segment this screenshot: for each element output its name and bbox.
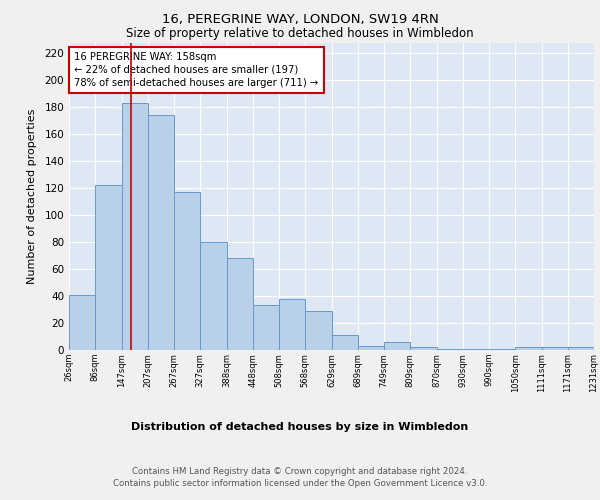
- Bar: [69, 294, 95, 350]
- Text: 16 PEREGRINE WAY: 158sqm
← 22% of detached houses are smaller (197)
78% of semi-: 16 PEREGRINE WAY: 158sqm ← 22% of detach…: [74, 52, 319, 88]
- Bar: [279, 298, 305, 350]
- Bar: [253, 306, 279, 350]
- Text: Size of property relative to detached houses in Wimbledon: Size of property relative to detached ho…: [126, 28, 474, 40]
- Text: Contains public sector information licensed under the Open Government Licence v3: Contains public sector information licen…: [113, 479, 487, 488]
- Bar: [358, 346, 384, 350]
- Bar: [174, 192, 200, 350]
- Bar: [437, 348, 463, 350]
- Text: Contains HM Land Registry data © Crown copyright and database right 2024.: Contains HM Land Registry data © Crown c…: [132, 468, 468, 476]
- Bar: [95, 186, 121, 350]
- Bar: [463, 348, 489, 350]
- Bar: [305, 311, 331, 350]
- Text: 16, PEREGRINE WAY, LONDON, SW19 4RN: 16, PEREGRINE WAY, LONDON, SW19 4RN: [161, 12, 439, 26]
- Bar: [200, 242, 227, 350]
- Bar: [489, 348, 515, 350]
- Bar: [568, 348, 594, 350]
- Bar: [148, 116, 174, 350]
- Bar: [384, 342, 410, 350]
- Text: Distribution of detached houses by size in Wimbledon: Distribution of detached houses by size …: [131, 422, 469, 432]
- Bar: [410, 348, 437, 350]
- Bar: [515, 348, 542, 350]
- Bar: [227, 258, 253, 350]
- Bar: [121, 103, 148, 350]
- Bar: [542, 348, 568, 350]
- Bar: [331, 335, 358, 350]
- Y-axis label: Number of detached properties: Number of detached properties: [28, 108, 37, 284]
